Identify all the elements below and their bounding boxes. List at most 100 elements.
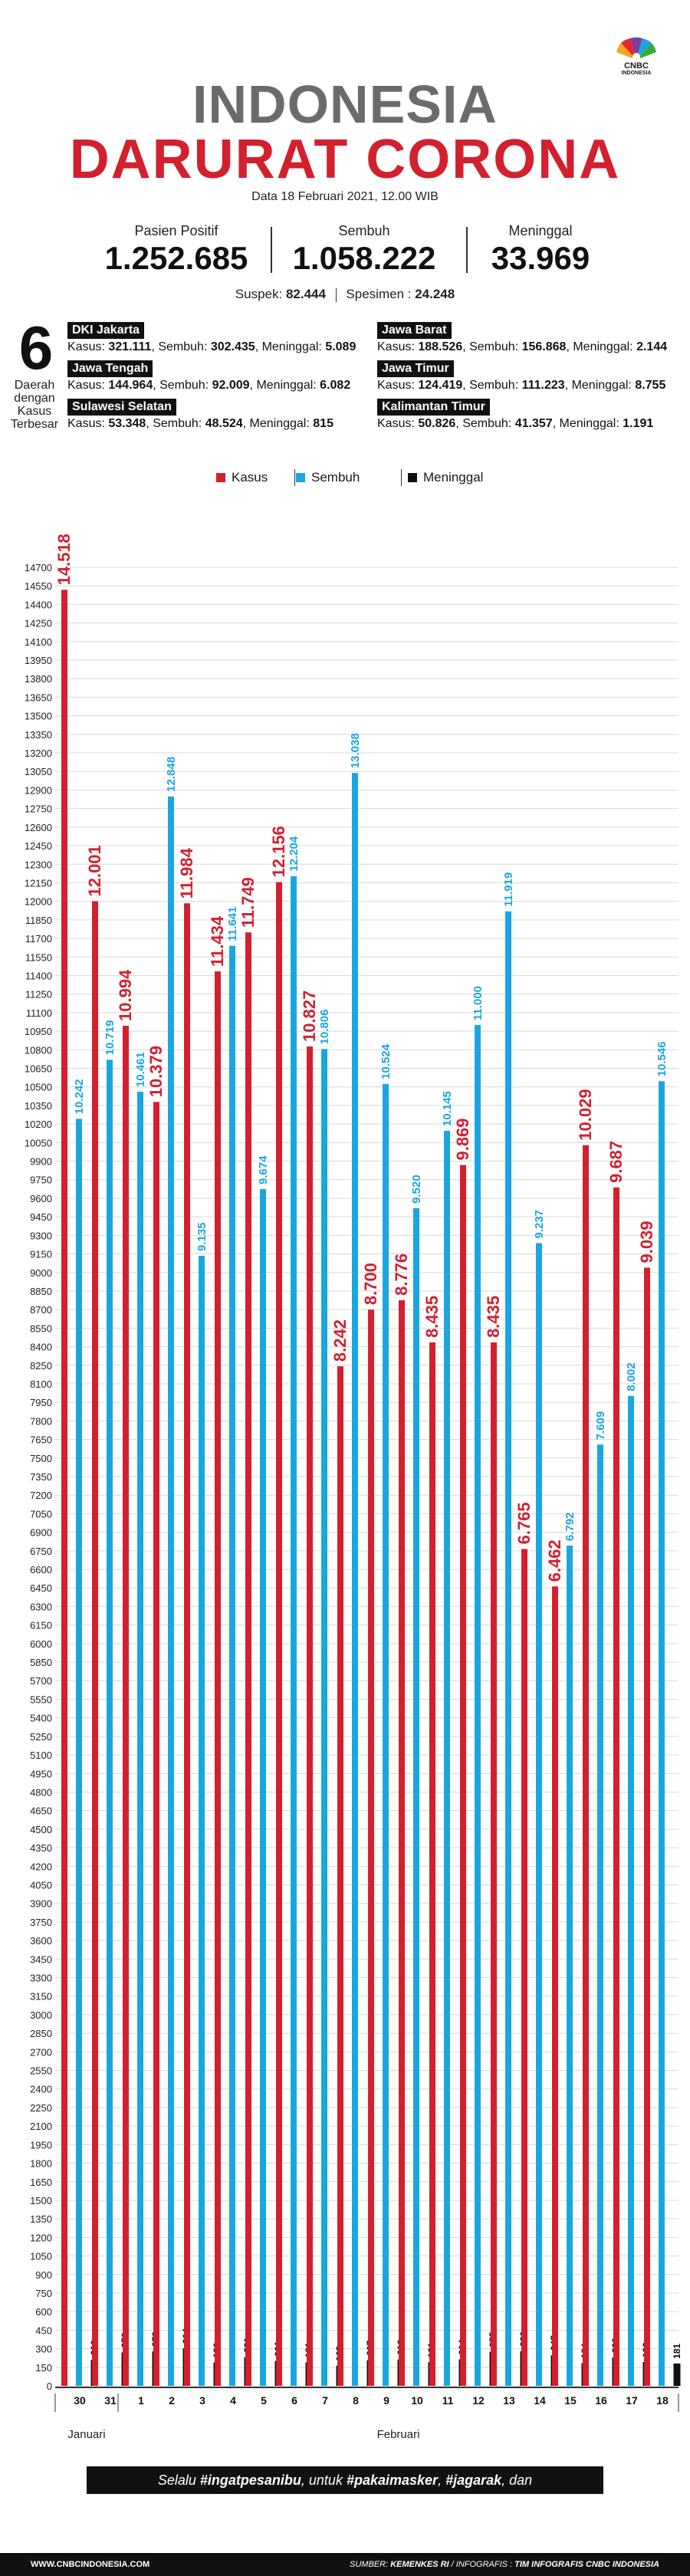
suspek-value: 82.444 (285, 287, 326, 301)
region-description: Daerah dengan Kasus Terbesar (0, 379, 69, 431)
y-tick-label: 14550 (25, 580, 52, 592)
data-label-kasus: 9.687 (606, 1141, 626, 1183)
region-meninggal-value: 6.082 (320, 379, 351, 392)
y-tick-label: 8550 (30, 1322, 52, 1334)
y-tick-label: 9600 (30, 1193, 52, 1204)
y-tick-label: 12600 (25, 822, 52, 833)
region-sembuh-label: Sembuh: (462, 417, 512, 430)
pipe-separator (335, 288, 337, 302)
stat-meninggal-label: Meninggal (508, 223, 573, 238)
y-tick-label: 6600 (30, 1564, 52, 1576)
month-label-februari: Februari (377, 2428, 420, 2441)
region-meninggal-value: 8.755 (635, 379, 666, 392)
bar-kasus (613, 1187, 619, 2386)
y-tick-label: 2550 (30, 2065, 52, 2077)
y-tick-label: 13950 (25, 655, 52, 666)
x-tick-label: 4 (230, 2394, 236, 2407)
region-meninggal-label: Meninggal: (571, 379, 632, 392)
bar-sembuh (137, 1092, 143, 2386)
data-label-meninggal: 181 (672, 2343, 682, 2358)
region-kasus-value: 188.526 (418, 340, 463, 353)
y-tick-label: 6300 (30, 1601, 52, 1612)
region-item: Kalimantan Timur Kasus: 50.826, Sembuh: 4… (377, 399, 684, 432)
data-label-sembuh: 9.237 (533, 1210, 546, 1239)
motto-text: , dan (501, 2472, 533, 2488)
bar-kasus (521, 1549, 527, 2386)
y-tick-label: 1800 (30, 2158, 52, 2170)
y-tick-label: 7650 (30, 1434, 52, 1446)
y-tick-label: 450 (35, 2325, 52, 2336)
data-label-kasus: 8.700 (361, 1263, 380, 1305)
y-tick-label: 9300 (30, 1230, 52, 1241)
y-tick-label: 2400 (30, 2084, 52, 2095)
region-name: DKI Jakarta (67, 322, 145, 339)
y-tick-label: 10050 (25, 1137, 52, 1148)
data-label-sembuh: 10.461 (134, 1052, 147, 1087)
y-tick-label: 7350 (30, 1471, 52, 1483)
y-tick-label: 7050 (30, 1508, 52, 1520)
bar-sembuh (659, 1081, 665, 2386)
y-tick-label: 7500 (30, 1453, 52, 1464)
bar-sembuh (168, 796, 174, 2386)
y-tick-label: 6150 (30, 1620, 52, 1631)
bar-sembuh (413, 1208, 419, 2386)
bar-kasus (61, 590, 67, 2386)
data-label-sembuh: 12.204 (288, 836, 301, 872)
region-sembuh-label: Sembuh: (159, 379, 209, 392)
bar-sembuh (597, 1444, 603, 2386)
region-meninggal-label: Meninggal: (261, 340, 322, 353)
y-tick-label: 11850 (25, 915, 52, 926)
y-tick-label: 12750 (25, 803, 52, 815)
data-label-sembuh: 8.002 (625, 1362, 638, 1392)
y-tick-label: 12450 (25, 840, 52, 852)
region-stats: Kasus: 53.348, Sembuh: 48.524, Meninggal… (67, 417, 334, 430)
y-tick-label: 9900 (30, 1156, 52, 1168)
title-line-1: INDONESIA (192, 74, 498, 134)
y-tick-label: 7950 (30, 1397, 52, 1408)
region-meninggal-value: 815 (313, 417, 334, 430)
y-tick-label: 14700 (25, 562, 52, 573)
y-tick-label: 3750 (30, 1917, 52, 1928)
y-tick-label: 5100 (30, 1750, 52, 1761)
stat-positif-label: Pasien Positif (134, 223, 219, 238)
y-tick-label: 8100 (30, 1378, 52, 1390)
y-tick-label: 13650 (25, 692, 52, 703)
y-tick-label: 14100 (25, 636, 52, 648)
region-kasus-label: Kasus: (67, 340, 105, 353)
stat-sembuh: Sembuh 1.058.222 (272, 222, 456, 278)
data-label-kasus: 10.379 (146, 1046, 166, 1097)
y-tick-label: 14250 (25, 618, 52, 629)
bar-kasus (153, 1102, 159, 2386)
bar-sembuh (444, 1130, 450, 2386)
data-label-sembuh: 11.919 (502, 872, 515, 907)
y-tick-label: 12900 (25, 784, 52, 796)
bar-kasus (583, 1145, 589, 2386)
data-label-kasus: 11.434 (208, 915, 227, 967)
y-tick-label: 9000 (30, 1267, 52, 1279)
data-label-kasus: 6.462 (545, 1539, 564, 1582)
data-label-sembuh: 13.038 (349, 733, 362, 768)
bar-kasus (337, 1366, 343, 2386)
bar-kasus (307, 1046, 313, 2386)
stat-separator (466, 227, 468, 273)
y-tick-label: 13050 (25, 766, 52, 777)
region-name: Sulawesi Selatan (67, 399, 176, 416)
bar-kasus (368, 1309, 374, 2386)
spesimen-value: 24.248 (415, 287, 455, 301)
x-tick-label: 30 (74, 2394, 86, 2407)
y-tick-label: 11250 (25, 989, 52, 1001)
x-tick-label: 10 (411, 2394, 423, 2407)
bar-kasus (245, 932, 251, 2386)
y-tick-label: 4350 (30, 1842, 52, 1854)
y-tick-label: 3000 (30, 2009, 52, 2021)
region-kasus-value: 144.964 (108, 379, 153, 392)
bar-sembuh (475, 1025, 481, 2386)
y-tick-label: 13200 (25, 748, 52, 759)
y-tick-label: 5250 (30, 1731, 52, 1743)
bar-sembuh (567, 1546, 573, 2386)
y-tick-label: 6450 (30, 1582, 52, 1594)
title-line-2: DARURAT CORONA (69, 129, 621, 190)
y-tick-label: 3150 (30, 1991, 52, 2003)
x-tick-label: 6 (291, 2394, 297, 2407)
y-tick-label: 7200 (30, 1490, 52, 1501)
